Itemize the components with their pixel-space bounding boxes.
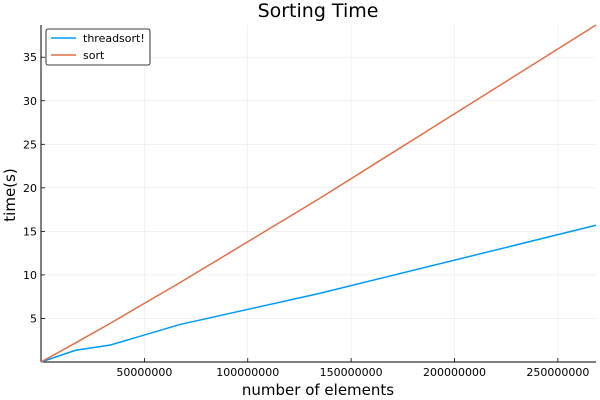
series-lines <box>40 24 597 363</box>
y-tick-label: 10 <box>23 269 37 282</box>
grid-lines <box>41 25 596 362</box>
y-tick-label: 15 <box>23 225 37 238</box>
x-tick-label: 150000000 <box>320 366 383 379</box>
x-tick-label: 250000000 <box>526 366 589 379</box>
y-tick-label: 25 <box>23 138 37 151</box>
axes <box>40 25 596 363</box>
legend-entry-threadsort: threadsort! <box>51 32 145 45</box>
legend: threadsort! sort <box>45 28 151 66</box>
series-line-threadsort <box>40 224 597 363</box>
y-tick-label: 20 <box>23 182 37 195</box>
x-tick-label: 100000000 <box>216 366 279 379</box>
legend-label-threadsort: threadsort! <box>83 32 145 45</box>
y-axis-title: time(s) <box>1 168 19 221</box>
y-tick-label: 35 <box>23 51 37 64</box>
x-tick-label: 200000000 <box>423 366 486 379</box>
x-tick-label: 50000000 <box>116 366 172 379</box>
x-axis-title: number of elements <box>242 381 394 399</box>
series-line-sort <box>40 24 597 363</box>
legend-entry-sort: sort <box>51 49 105 62</box>
tick-labels: 50000000 100000000 150000000 200000000 25000… <box>23 51 589 379</box>
y-tick-label: 5 <box>30 312 37 325</box>
y-tick-label: 30 <box>23 95 37 108</box>
chart-title: Sorting Time <box>258 0 379 22</box>
legend-label-sort: sort <box>83 49 105 62</box>
